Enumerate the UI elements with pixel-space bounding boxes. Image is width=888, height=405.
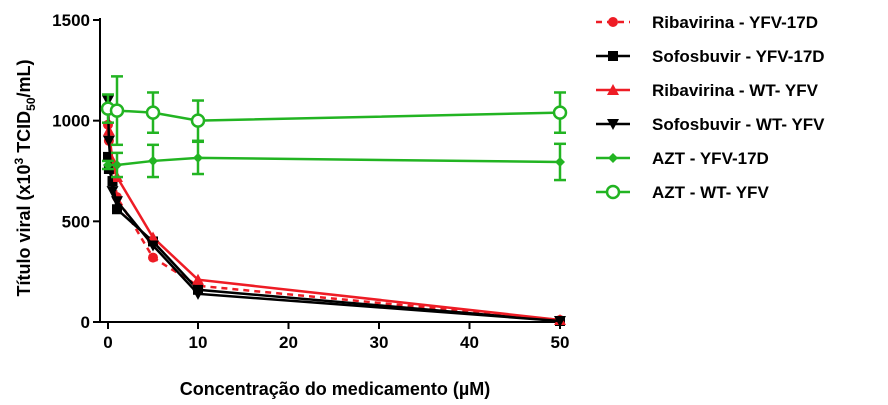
marker-circle-open	[109, 103, 125, 118]
marker-diamond	[112, 159, 122, 170]
legend-label: AZT - WT- YFV	[652, 183, 769, 202]
marker-square	[608, 51, 618, 61]
marker-diamond	[148, 155, 158, 166]
x-tick-label: 50	[551, 333, 570, 352]
marker-triangle-up	[192, 273, 204, 285]
series-5	[100, 75, 568, 147]
series-3	[102, 95, 566, 327]
series-4	[102, 140, 566, 182]
legend-label: Sofosbuvir - YFV-17D	[652, 47, 825, 66]
marker-triangle-down	[106, 186, 119, 198]
legend-item-3: Sofosbuvir - WT- YFV	[596, 115, 825, 134]
series-line	[107, 107, 561, 122]
y-ticks: 0 500 1000 1500	[52, 11, 100, 332]
x-tick-label: 0	[103, 333, 112, 352]
y-axis-label: Título viral (x103 TCID50/mL)	[12, 59, 38, 296]
marker-triangle-down	[607, 119, 619, 130]
marker-triangle-down	[102, 135, 115, 147]
legend: Ribavirina - YFV-17D Sofosbuvir - YFV-17D…	[596, 13, 825, 202]
x-axis-label: Concentração do medicamento (µM)	[180, 379, 490, 399]
y-axis-label-middle: TCID	[14, 111, 34, 158]
marker-circle-open	[605, 184, 621, 200]
axes	[99, 18, 564, 323]
series-line	[106, 100, 561, 323]
legend-item-1: Sofosbuvir - YFV-17D	[596, 47, 825, 66]
marker-diamond	[555, 156, 565, 167]
y-axis-label-sup: 3	[12, 158, 26, 165]
legend-label: AZT - YFV-17D	[652, 149, 769, 168]
series-line	[108, 156, 561, 167]
y-tick-label: 1000	[52, 112, 90, 131]
y-tick-label: 1500	[52, 11, 90, 30]
x-tick-label: 30	[370, 333, 389, 352]
marker-diamond	[193, 152, 203, 163]
marker-diamond	[103, 159, 113, 170]
legend-item-4: AZT - YFV-17D	[596, 149, 769, 168]
marker-square	[112, 204, 122, 215]
marker-triangle-up	[147, 231, 159, 243]
legend-item-2: Ribavirina - WT- YFV	[596, 81, 819, 100]
legend-label: Sofosbuvir - WT- YFV	[652, 115, 825, 134]
legend-item-5: AZT - WT- YFV	[596, 183, 769, 202]
plot-area	[100, 75, 568, 327]
marker-circle-open	[190, 113, 206, 128]
series-line	[106, 106, 561, 322]
series-line	[106, 156, 561, 323]
x-tick-label: 40	[460, 333, 479, 352]
series-1	[103, 151, 565, 326]
marker-diamond	[608, 153, 618, 163]
marker-square	[103, 151, 113, 162]
marker-triangle-down	[554, 315, 566, 327]
marker-circle	[608, 17, 618, 27]
legend-item-0: Ribavirina - YFV-17D	[596, 13, 818, 32]
y-tick-label: 500	[62, 212, 90, 231]
y-axis-label-sub: 50	[24, 97, 38, 111]
x-ticks: 0 10 20 30 40 50	[103, 322, 569, 352]
marker-triangle-up	[607, 84, 619, 95]
series-line	[106, 124, 561, 322]
y-axis-label-prefix: Título viral (x10	[14, 165, 34, 297]
y-axis-label-suffix: /mL)	[14, 59, 34, 97]
series-2	[102, 100, 566, 325]
x-tick-label: 20	[279, 333, 298, 352]
marker-circle-open	[552, 105, 568, 120]
y-tick-label: 0	[81, 313, 90, 332]
marker-triangle-down	[147, 240, 159, 252]
marker-circle-open	[145, 105, 161, 120]
marker-circle	[148, 252, 158, 263]
marker-triangle-down	[192, 288, 204, 300]
x-tick-label: 10	[189, 333, 208, 352]
legend-label: Ribavirina - YFV-17D	[652, 13, 818, 32]
marker-triangle-down	[111, 196, 123, 208]
legend-label: Ribavirina - WT- YFV	[652, 81, 819, 100]
